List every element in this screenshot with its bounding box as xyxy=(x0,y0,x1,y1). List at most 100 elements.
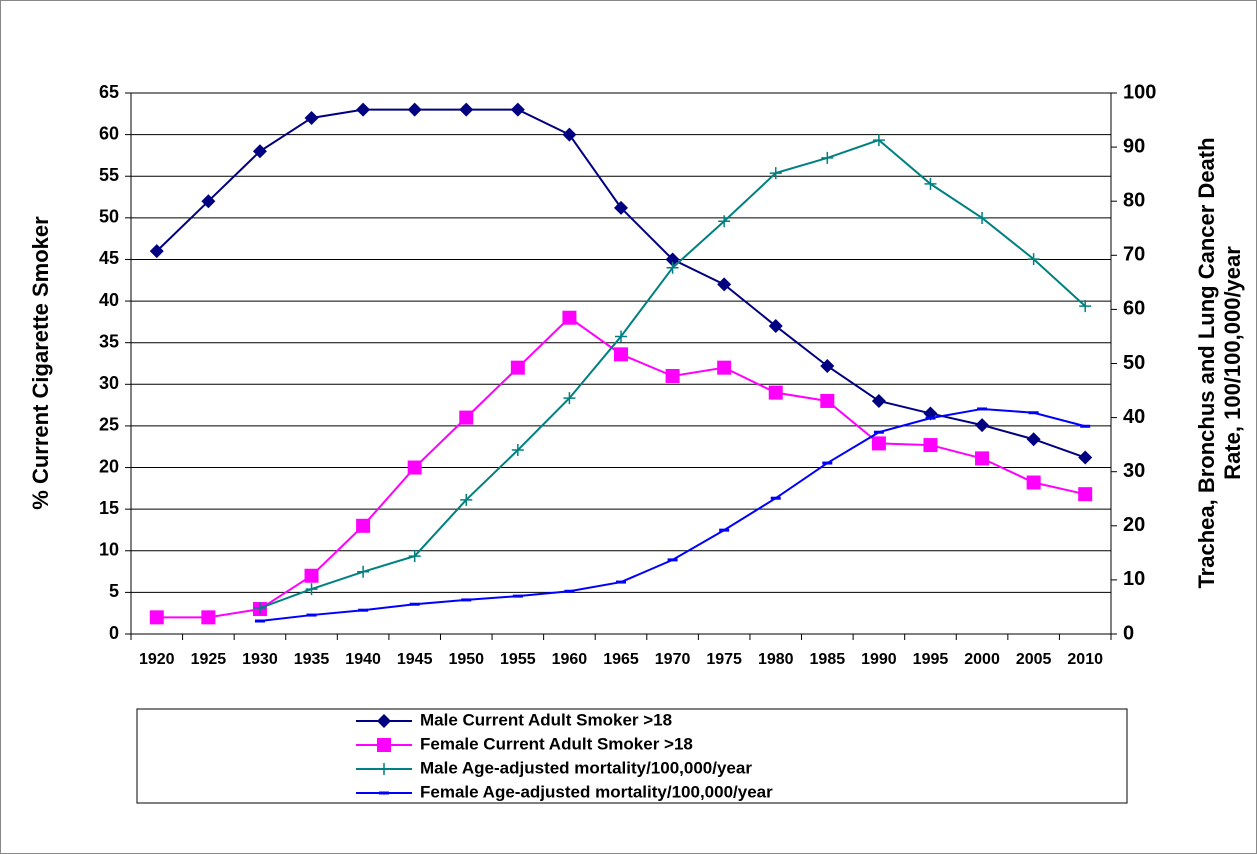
marker xyxy=(377,714,391,728)
marker xyxy=(407,102,422,117)
y2-axis-label: Rate, 100/100,000/year xyxy=(1220,246,1245,480)
legend-label: Male Current Adult Smoker >18 xyxy=(420,710,672,729)
x-tick-label: 1990 xyxy=(861,651,897,668)
y2-axis-label: Trachea, Bronchus and Lung Cancer Death xyxy=(1194,137,1219,588)
y-tick-label: 50 xyxy=(99,207,119,227)
marker xyxy=(201,610,216,625)
y2-tick-label: 100 xyxy=(1123,81,1156,103)
marker xyxy=(356,518,371,533)
marker xyxy=(615,330,627,343)
x-tick-label: 1965 xyxy=(603,651,639,668)
marker xyxy=(407,460,422,475)
marker xyxy=(1079,300,1092,313)
marker xyxy=(149,244,164,259)
x-tick-label: 1925 xyxy=(191,651,227,668)
marker xyxy=(871,436,886,451)
y2-tick-label: 60 xyxy=(1123,298,1145,320)
y2-tick-label: 10 xyxy=(1123,568,1145,590)
x-tick-label: 1985 xyxy=(810,651,846,668)
x-tick-label: 1940 xyxy=(345,651,381,668)
marker xyxy=(562,127,577,142)
marker xyxy=(459,102,474,117)
x-tick-label: 1920 xyxy=(139,651,175,668)
marker xyxy=(666,261,679,274)
y-tick-label: 20 xyxy=(99,456,119,476)
y-tick-label: 55 xyxy=(99,165,119,185)
y-tick-label: 0 xyxy=(109,623,119,643)
x-tick-label: 1950 xyxy=(448,651,484,668)
marker xyxy=(149,610,164,625)
marker xyxy=(821,151,834,164)
marker xyxy=(769,167,782,180)
x-tick-label: 1970 xyxy=(655,651,691,668)
marker xyxy=(563,392,576,405)
marker xyxy=(1078,450,1093,465)
marker xyxy=(378,763,390,775)
legend-label: Female Age-adjusted mortality/100,000/ye… xyxy=(420,782,773,801)
marker xyxy=(924,177,937,190)
marker xyxy=(768,319,783,334)
y-tick-label: 60 xyxy=(99,123,119,143)
x-tick-label: 1945 xyxy=(397,651,433,668)
marker xyxy=(510,102,525,117)
marker xyxy=(1026,432,1041,447)
marker xyxy=(820,393,835,408)
legend xyxy=(136,708,1128,804)
plot-area xyxy=(130,92,1112,635)
marker xyxy=(975,418,990,433)
y-tick-label: 30 xyxy=(99,373,119,393)
marker xyxy=(511,444,524,457)
marker xyxy=(304,110,319,125)
marker xyxy=(614,347,628,362)
marker xyxy=(377,738,391,752)
marker xyxy=(923,438,938,453)
marker xyxy=(717,360,732,375)
x-tick-label: 1995 xyxy=(913,651,949,668)
y2-tick-label: 20 xyxy=(1123,514,1145,536)
marker xyxy=(717,277,732,292)
marker xyxy=(304,568,319,583)
x-tick-label: 1980 xyxy=(758,651,794,668)
marker xyxy=(356,102,371,117)
y2-tick-label: 50 xyxy=(1123,352,1145,374)
marker xyxy=(510,360,525,375)
legend-label: Female Current Adult Smoker >18 xyxy=(420,734,693,753)
y2-tick-label: 30 xyxy=(1123,460,1145,482)
x-tick-label: 2000 xyxy=(964,651,1000,668)
y2-tick-label: 40 xyxy=(1123,406,1145,428)
x-tick-label: 1960 xyxy=(552,651,588,668)
x-tick-label: 2010 xyxy=(1067,651,1103,668)
y-tick-label: 40 xyxy=(99,290,119,310)
y-axis-label: % Current Cigarette Smoker xyxy=(28,216,53,510)
marker xyxy=(357,565,370,578)
y-tick-label: 45 xyxy=(99,248,119,268)
y-tick-label: 65 xyxy=(99,82,119,102)
marker xyxy=(871,393,886,408)
marker xyxy=(460,493,473,506)
x-tick-label: 1930 xyxy=(242,651,278,668)
marker xyxy=(665,368,680,383)
marker xyxy=(562,310,577,325)
marker xyxy=(718,215,731,228)
marker xyxy=(1078,487,1093,502)
marker xyxy=(252,144,267,159)
marker xyxy=(872,134,885,147)
marker xyxy=(1026,475,1041,490)
y-tick-label: 10 xyxy=(99,540,119,560)
marker xyxy=(201,194,216,209)
marker xyxy=(975,451,990,466)
marker xyxy=(820,358,835,373)
marker xyxy=(305,583,318,596)
marker xyxy=(459,410,474,425)
marker xyxy=(665,252,680,267)
x-tick-label: 1935 xyxy=(294,651,330,668)
marker xyxy=(1027,253,1040,266)
legend-label: Male Age-adjusted mortality/100,000/year xyxy=(420,758,752,777)
y-tick-label: 5 xyxy=(109,581,119,601)
marker xyxy=(408,550,421,563)
marker xyxy=(253,602,266,615)
y2-tick-label: 90 xyxy=(1123,135,1145,157)
x-tick-label: 2005 xyxy=(1016,651,1052,668)
marker xyxy=(614,200,628,215)
